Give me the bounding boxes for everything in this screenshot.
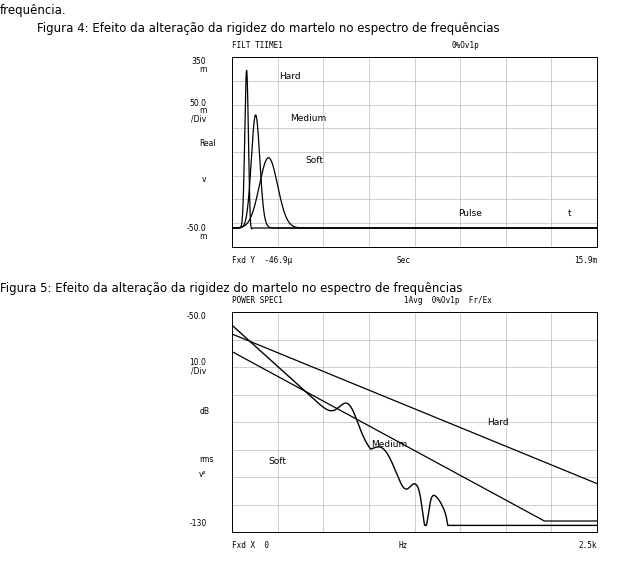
Text: Fxd X  0: Fxd X 0	[232, 541, 269, 550]
Text: Soft: Soft	[305, 156, 323, 165]
Text: Pulse: Pulse	[458, 209, 482, 219]
Text: Figura 4: Efeito da alteração da rigidez do martelo no espectro de frequências: Figura 4: Efeito da alteração da rigidez…	[37, 22, 500, 35]
Text: Sec: Sec	[397, 257, 410, 265]
Text: Medium: Medium	[371, 440, 407, 448]
Text: POWER SPEC1: POWER SPEC1	[232, 297, 283, 305]
Text: Hard: Hard	[280, 72, 301, 81]
Text: /Div: /Div	[191, 367, 207, 376]
Text: Hz: Hz	[399, 541, 408, 550]
Text: /Div: /Div	[191, 114, 207, 123]
Text: FILT TIIME1: FILT TIIME1	[232, 42, 283, 50]
Text: Soft: Soft	[268, 457, 286, 466]
Text: 15.9m: 15.9m	[574, 257, 597, 265]
Text: -50.0: -50.0	[187, 224, 207, 233]
Text: -130: -130	[189, 519, 207, 528]
Text: dB: dB	[199, 407, 209, 415]
Text: -50.0: -50.0	[187, 312, 207, 321]
Text: 2.5k: 2.5k	[579, 541, 597, 550]
Text: Real: Real	[199, 138, 216, 148]
Text: 50.0: 50.0	[189, 99, 207, 108]
Text: m: m	[199, 232, 207, 241]
Text: Hard: Hard	[487, 418, 509, 426]
Text: 10.0: 10.0	[189, 358, 207, 367]
Text: v: v	[202, 175, 207, 184]
Text: m: m	[199, 65, 207, 74]
Text: m: m	[199, 106, 207, 115]
Text: Medium: Medium	[291, 114, 326, 123]
Text: v²: v²	[199, 470, 207, 479]
Text: frequência.: frequência.	[0, 4, 67, 17]
Text: 0%Ov1p: 0%Ov1p	[451, 42, 479, 50]
Text: 1Avg  0%Ov1p  Fr/Ex: 1Avg 0%Ov1p Fr/Ex	[404, 297, 491, 305]
Text: Figura 5: Efeito da alteração da rigidez do martelo no espectro de frequências: Figura 5: Efeito da alteração da rigidez…	[0, 282, 463, 295]
Text: t: t	[568, 209, 571, 219]
Text: rms: rms	[199, 455, 213, 464]
Text: 350: 350	[192, 57, 207, 66]
Text: Fxd Y  -46.9μ: Fxd Y -46.9μ	[232, 257, 292, 265]
